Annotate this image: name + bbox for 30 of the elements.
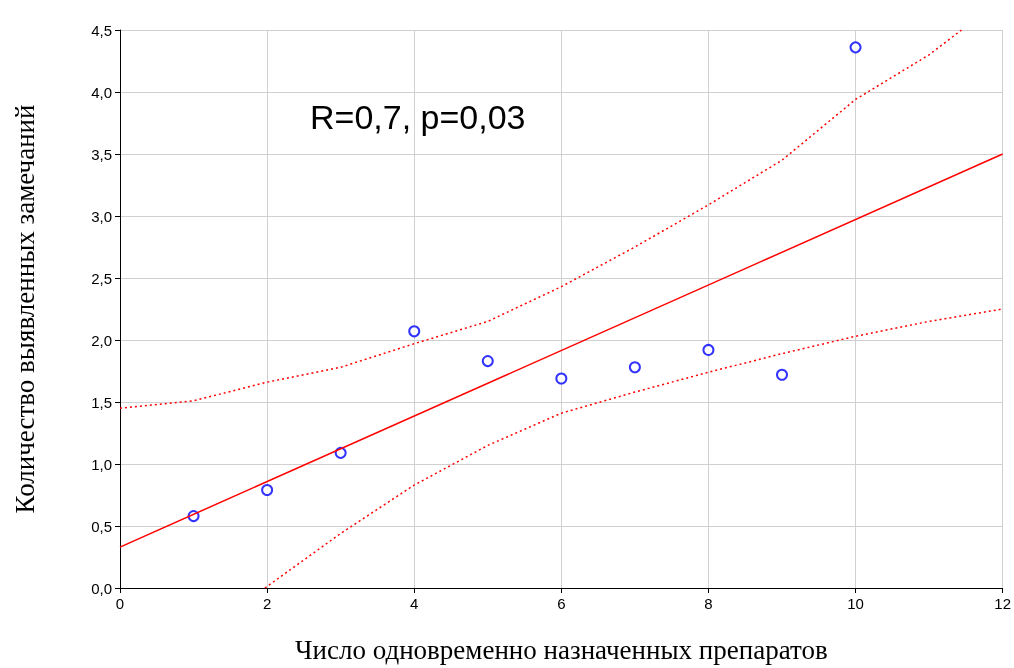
x-tick-label: 12 bbox=[994, 595, 1011, 612]
y-tick-label: 0,0 bbox=[91, 579, 112, 597]
x-tick-label: 2 bbox=[262, 595, 272, 612]
line-series bbox=[264, 308, 1004, 589]
y-tick-label: 4,5 bbox=[91, 21, 112, 39]
y-tick-label: 1,5 bbox=[91, 393, 112, 411]
x-tick-label: 6 bbox=[557, 595, 566, 612]
x-tick-label: 8 bbox=[704, 595, 713, 612]
y-tick-label: 1,0 bbox=[91, 455, 112, 473]
point bbox=[776, 368, 788, 381]
x-tick-label: 10 bbox=[847, 595, 864, 612]
x-tick-label: 4 bbox=[410, 595, 419, 612]
point bbox=[261, 484, 274, 497]
y-tick-label: 3,0 bbox=[91, 207, 112, 225]
x-axis-title: Число одновременно назначенных препаратов bbox=[294, 634, 828, 665]
point bbox=[481, 355, 494, 368]
y-tick-label: 3,5 bbox=[91, 145, 112, 163]
y-tick-label: 0,5 bbox=[91, 517, 112, 535]
y-tick-label: 2,5 bbox=[91, 269, 112, 287]
annotation: R=0,7, p=0,03 bbox=[310, 98, 526, 136]
line-series bbox=[119, 29, 963, 409]
y-tick-label: 2,0 bbox=[91, 331, 112, 349]
point bbox=[849, 41, 862, 54]
point bbox=[628, 361, 641, 374]
y-tick-label: 4,0 bbox=[91, 83, 112, 101]
point bbox=[555, 372, 568, 385]
x-tick-label: 0 bbox=[115, 595, 125, 612]
point bbox=[702, 343, 715, 356]
y-axis-title: Количество выявленных замечаний bbox=[9, 104, 40, 514]
point bbox=[408, 325, 421, 338]
